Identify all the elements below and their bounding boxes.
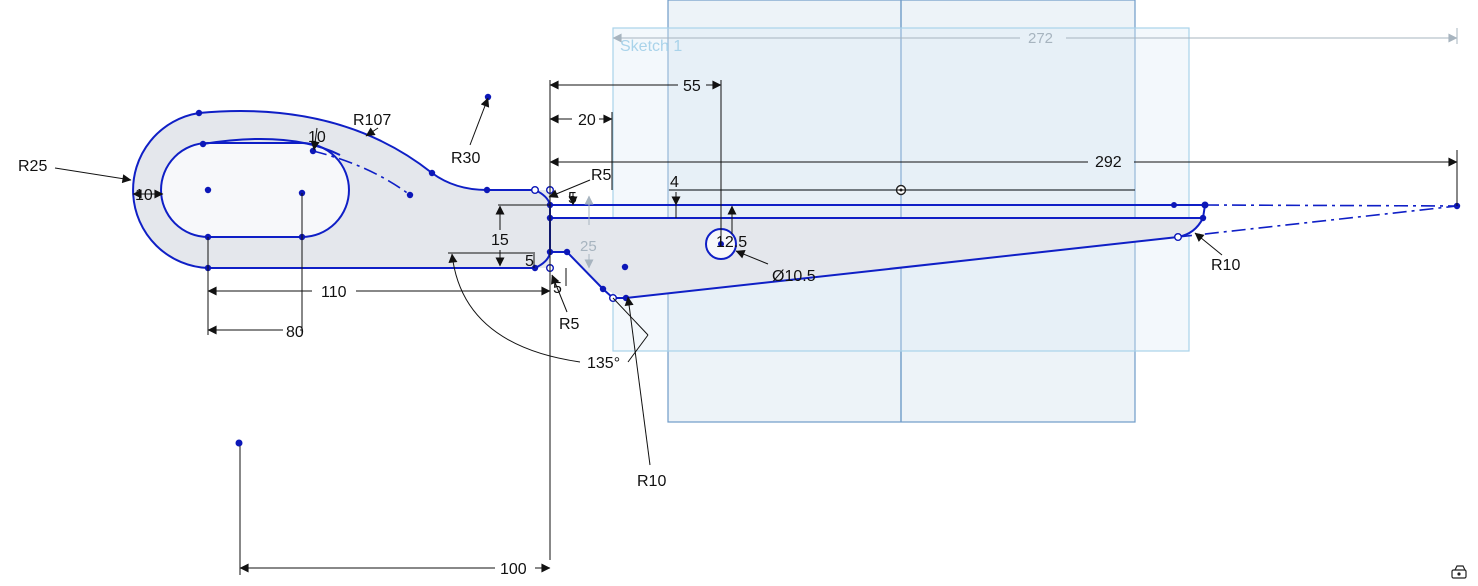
svg-text:80: 80 xyxy=(286,324,304,341)
dimension-5-top[interactable]: 5 xyxy=(568,190,578,207)
svg-text:R25: R25 xyxy=(18,158,47,175)
dimension-r10-bottom[interactable]: R10 xyxy=(624,296,666,490)
dimension-dia-10-5[interactable]: Ø10.5 xyxy=(735,250,816,285)
svg-text:R5: R5 xyxy=(591,167,612,184)
dimension-r107[interactable]: R107 xyxy=(353,112,391,137)
dimension-12-5[interactable]: 12.5 xyxy=(716,205,747,251)
svg-text:12.5: 12.5 xyxy=(716,234,747,251)
dimension-100[interactable]: 100 xyxy=(239,446,551,578)
dimension-r10-right[interactable]: R10 xyxy=(1194,232,1240,274)
dimension-r25[interactable]: R25 xyxy=(18,158,132,184)
svg-text:R30: R30 xyxy=(451,150,480,167)
dimension-10-left[interactable]: 10 xyxy=(132,187,164,204)
dimension-r5-bottom[interactable]: R5 xyxy=(551,274,580,333)
svg-text:5: 5 xyxy=(568,190,577,207)
dimension-10-top[interactable]: 10 xyxy=(308,127,326,151)
svg-text:R107: R107 xyxy=(353,112,391,129)
svg-text:292: 292 xyxy=(1095,154,1122,171)
dimension-80[interactable]: 80 xyxy=(207,193,304,341)
dimension-135-angle[interactable]: 135° xyxy=(448,252,649,372)
dimension-4[interactable]: 4 xyxy=(669,174,1135,218)
sketch-label[interactable]: Sketch 1 xyxy=(620,38,682,55)
svg-text:135°: 135° xyxy=(587,355,620,372)
svg-text:R5: R5 xyxy=(559,316,580,333)
dimension-20[interactable]: 20 xyxy=(549,112,613,190)
dimension-110[interactable]: 110 xyxy=(207,237,551,335)
dimension-r5-top[interactable]: R5 xyxy=(548,167,612,198)
dimension-292[interactable]: 292 xyxy=(549,150,1458,206)
dimension-55[interactable]: 55 xyxy=(549,78,722,560)
svg-text:4: 4 xyxy=(670,174,679,191)
svg-text:110: 110 xyxy=(321,284,347,301)
svg-text:10: 10 xyxy=(135,187,153,204)
dimension-15[interactable]: 15 xyxy=(491,204,550,267)
svg-text:10: 10 xyxy=(308,129,326,146)
view-cube-icon[interactable] xyxy=(1451,565,1467,579)
svg-text:15: 15 xyxy=(491,232,509,249)
construction-lines xyxy=(312,150,1458,238)
dimension-272[interactable]: 272 xyxy=(612,28,1458,47)
svg-text:55: 55 xyxy=(683,78,701,95)
svg-text:5: 5 xyxy=(525,253,534,270)
svg-text:R10: R10 xyxy=(637,473,666,490)
svg-text:20: 20 xyxy=(578,112,596,129)
svg-text:100: 100 xyxy=(500,561,527,578)
svg-text:25: 25 xyxy=(580,238,597,255)
dimension-r30[interactable]: R30 xyxy=(451,97,490,167)
svg-text:Ø10.5: Ø10.5 xyxy=(772,268,816,285)
dimension-25[interactable]: 25 xyxy=(580,195,597,269)
svg-text:272: 272 xyxy=(1028,30,1053,47)
slot-hole[interactable] xyxy=(160,142,350,238)
svg-text:R10: R10 xyxy=(1211,257,1240,274)
dimension-5-mid[interactable]: 5 xyxy=(525,252,535,270)
